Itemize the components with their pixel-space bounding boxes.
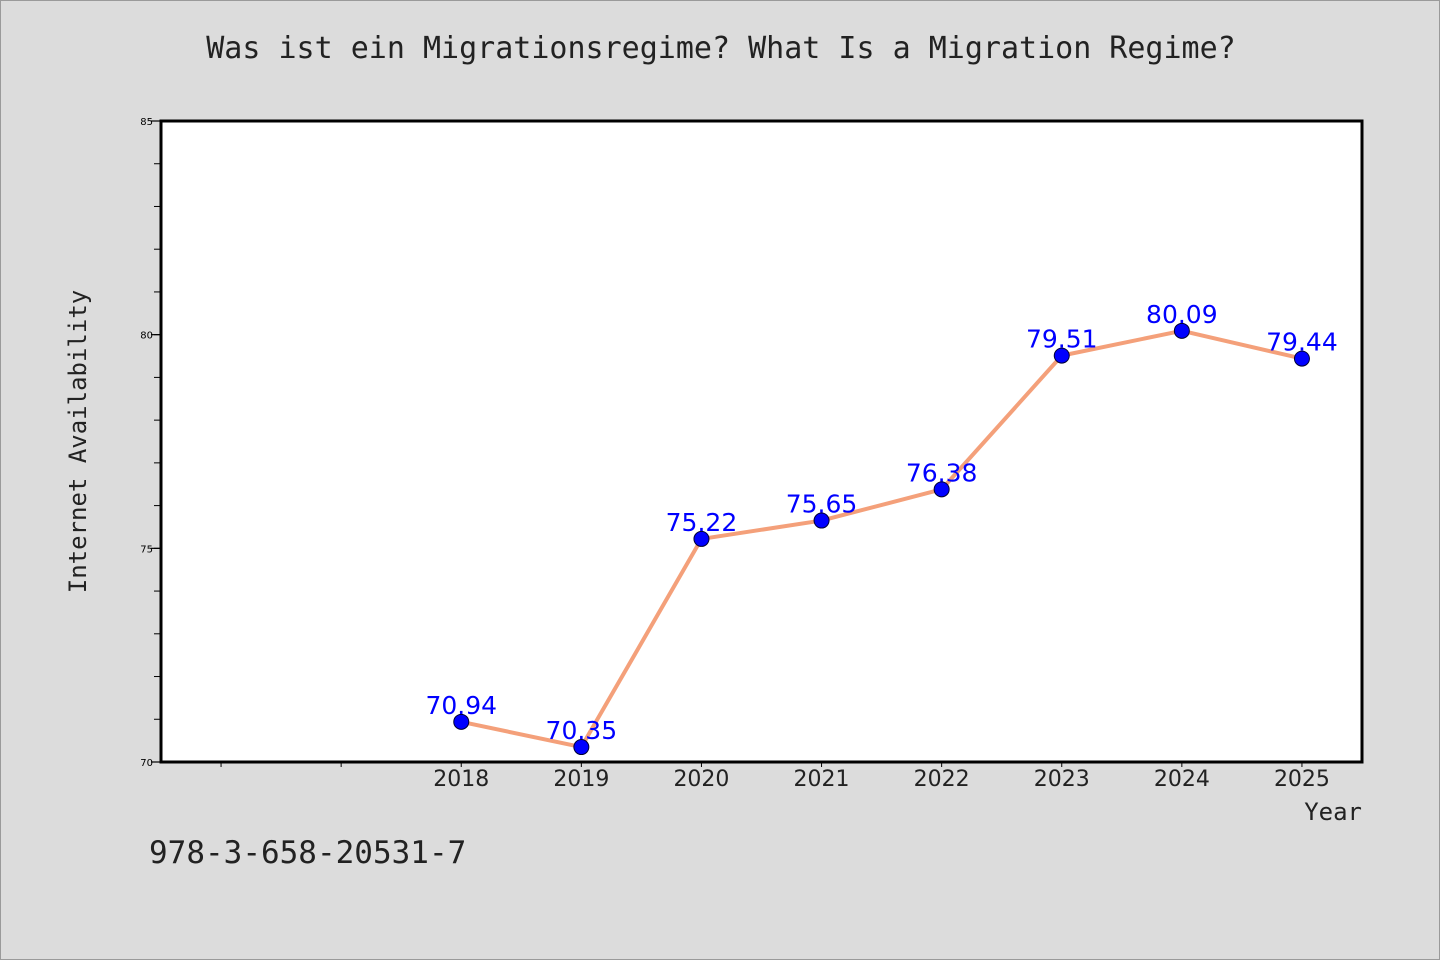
x-tick-label: 2024 — [1154, 767, 1210, 792]
data-point — [933, 481, 950, 498]
x-tick-label: 2025 — [1274, 767, 1330, 792]
x-tick-label: 2022 — [914, 767, 970, 792]
x-tick-label: 2018 — [433, 767, 489, 792]
x-axis-label: Year — [1304, 798, 1362, 826]
x-tick-label: 2021 — [794, 767, 850, 792]
plot-frame — [159, 119, 1364, 764]
x-tick-label: 2020 — [673, 767, 729, 792]
data-label: 79.51 — [1026, 325, 1098, 354]
data-point — [453, 713, 470, 730]
x-tick-label: 2023 — [1034, 767, 1090, 792]
data-point — [1293, 350, 1310, 367]
y-tick-label: 75 — [140, 544, 153, 555]
data-label: 75.22 — [666, 508, 738, 537]
y-tick-label: 85 — [140, 117, 153, 128]
data-label: 70.94 — [425, 691, 497, 720]
isbn-text: 978-3-658-20531-7 — [149, 835, 467, 871]
plot-area — [161, 121, 1362, 762]
data-point — [693, 530, 710, 547]
y-tick-label: 80 — [140, 331, 153, 342]
y-tick-label: 70 — [140, 758, 153, 769]
y-axis-label: Internet Availability — [64, 290, 92, 593]
data-point — [1173, 322, 1190, 339]
chart-title: Was ist ein Migrationsregime? What Is a … — [206, 31, 1236, 66]
data-label: 80.09 — [1146, 300, 1218, 329]
data-label: 70.35 — [546, 716, 618, 745]
data-label: 79.44 — [1266, 328, 1338, 357]
data-point — [573, 739, 590, 756]
data-label: 76.38 — [906, 458, 978, 487]
x-tick-label: 2019 — [553, 767, 609, 792]
data-label: 75.65 — [786, 490, 858, 519]
series-line — [459, 328, 1304, 750]
data-point — [813, 512, 830, 529]
data-point — [1053, 347, 1070, 364]
